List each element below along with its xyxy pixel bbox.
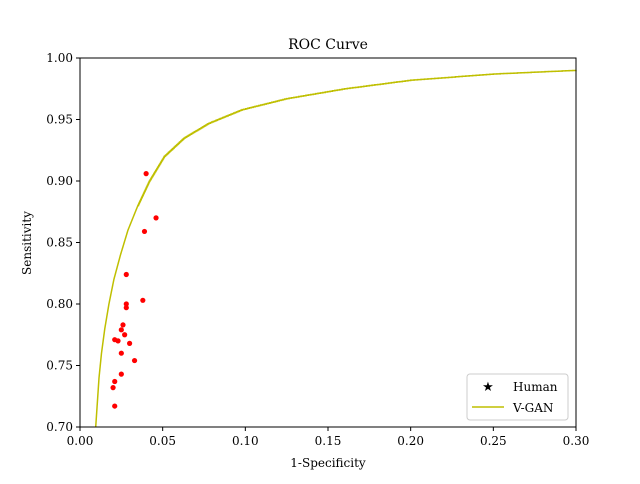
x-tick-label: 0.00 xyxy=(67,434,94,448)
human-point xyxy=(115,338,121,344)
human-point xyxy=(118,350,124,356)
x-axis-ticks: 0.00 0.05 0.10 0.15 0.20 0.25 0.30 xyxy=(67,427,590,448)
x-tick-label: 0.20 xyxy=(397,434,424,448)
human-point xyxy=(131,357,138,364)
curve-layer xyxy=(94,69,577,428)
legend-label-human: Human xyxy=(513,380,558,394)
legend-box xyxy=(466,373,569,421)
human-point xyxy=(123,271,129,278)
y-axis-ticks: 0.70 0.75 0.80 0.85 0.90 0.95 1.00 xyxy=(46,51,80,434)
points-layer xyxy=(110,171,159,409)
y-tick-label: 0.80 xyxy=(46,297,73,311)
y-tick-label: 0.95 xyxy=(46,113,73,127)
plot-area xyxy=(79,57,577,428)
y-tick-label: 0.90 xyxy=(46,174,73,188)
human-point xyxy=(122,332,128,338)
human-point xyxy=(120,322,126,328)
x-tick-label: 0.15 xyxy=(315,434,342,448)
x-tick-label: 0.25 xyxy=(480,434,507,448)
y-axis-label: Sensitivity xyxy=(20,211,34,275)
plot-frame xyxy=(79,57,577,428)
v-gan-curve xyxy=(94,69,577,428)
human-point xyxy=(123,305,129,311)
legend-label-vgan: V-GAN xyxy=(512,401,553,415)
human-point xyxy=(118,371,124,377)
y-tick-label: 0.70 xyxy=(46,420,73,434)
human-point xyxy=(112,378,118,385)
human-point xyxy=(141,228,148,235)
x-tick-label: 0.10 xyxy=(232,434,259,448)
human-point xyxy=(110,385,116,391)
human-point xyxy=(123,301,129,307)
y-tick-label: 1.00 xyxy=(46,51,73,65)
human-point xyxy=(118,327,124,333)
human-point xyxy=(140,297,146,303)
human-point xyxy=(112,403,118,409)
human-point xyxy=(153,215,159,221)
x-axis-label: 1-Specificity xyxy=(290,456,366,470)
legend: ★ Human V-GAN xyxy=(466,373,569,421)
x-tick-label: 0.05 xyxy=(149,434,176,448)
chart-title: ROC Curve xyxy=(288,37,368,53)
x-tick-label: 0.30 xyxy=(563,434,590,448)
human-point xyxy=(127,340,133,346)
y-tick-label: 0.75 xyxy=(46,359,73,373)
legend-star-icon: ★ xyxy=(482,380,494,395)
human-point xyxy=(143,171,149,177)
y-tick-label: 0.85 xyxy=(46,236,73,250)
